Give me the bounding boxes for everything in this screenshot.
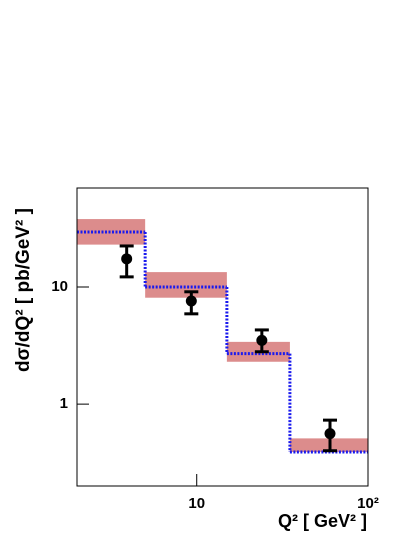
x-tick-label: 10² — [357, 495, 379, 512]
x-tick-label: 10 — [188, 495, 205, 512]
data-point — [324, 428, 336, 440]
x-axis-label: Q² [ GeV² ] — [278, 511, 367, 531]
y-tick-label: 1 — [60, 395, 68, 412]
plot-frame — [76, 187, 369, 487]
y-tick-label: 10 — [51, 278, 68, 295]
data-point — [185, 295, 197, 307]
y-axis-label: dσ/dQ² [ pb/GeV² ] — [13, 208, 34, 372]
uncertainty-band — [145, 272, 227, 298]
data-point — [256, 334, 268, 346]
data-point — [121, 253, 133, 265]
